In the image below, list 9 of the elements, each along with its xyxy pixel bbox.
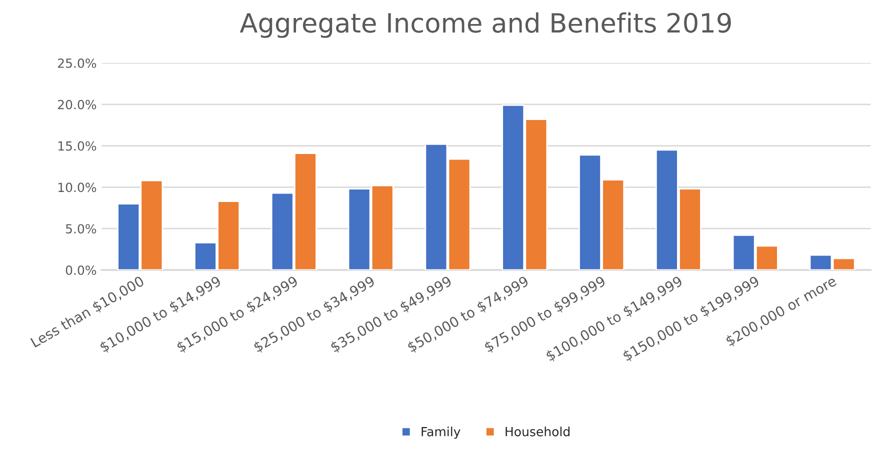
y-tick-label: 15.0%	[58, 141, 96, 151]
y-tick-label: 5.0%	[66, 224, 96, 234]
y-tick-label: 25.0%	[58, 58, 96, 68]
y-tick-label: 20.0%	[58, 100, 96, 110]
y-tick-label: 0.0%	[66, 265, 96, 275]
legend-label: Family	[422, 426, 460, 439]
y-tick-label: 10.0%	[58, 182, 96, 192]
chart-title: Aggregate Income and Benefits 2019	[240, 12, 731, 38]
legend-label: Household	[506, 426, 570, 436]
